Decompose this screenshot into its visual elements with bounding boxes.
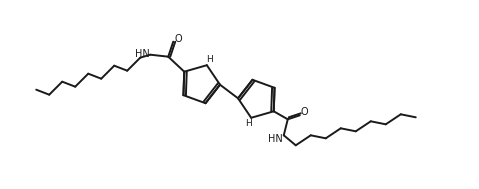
Text: HN: HN [268,134,283,144]
Text: O: O [174,34,182,44]
Text: HN: HN [135,49,149,59]
Text: H: H [245,119,252,128]
Text: H: H [206,55,213,64]
Text: O: O [301,107,308,117]
